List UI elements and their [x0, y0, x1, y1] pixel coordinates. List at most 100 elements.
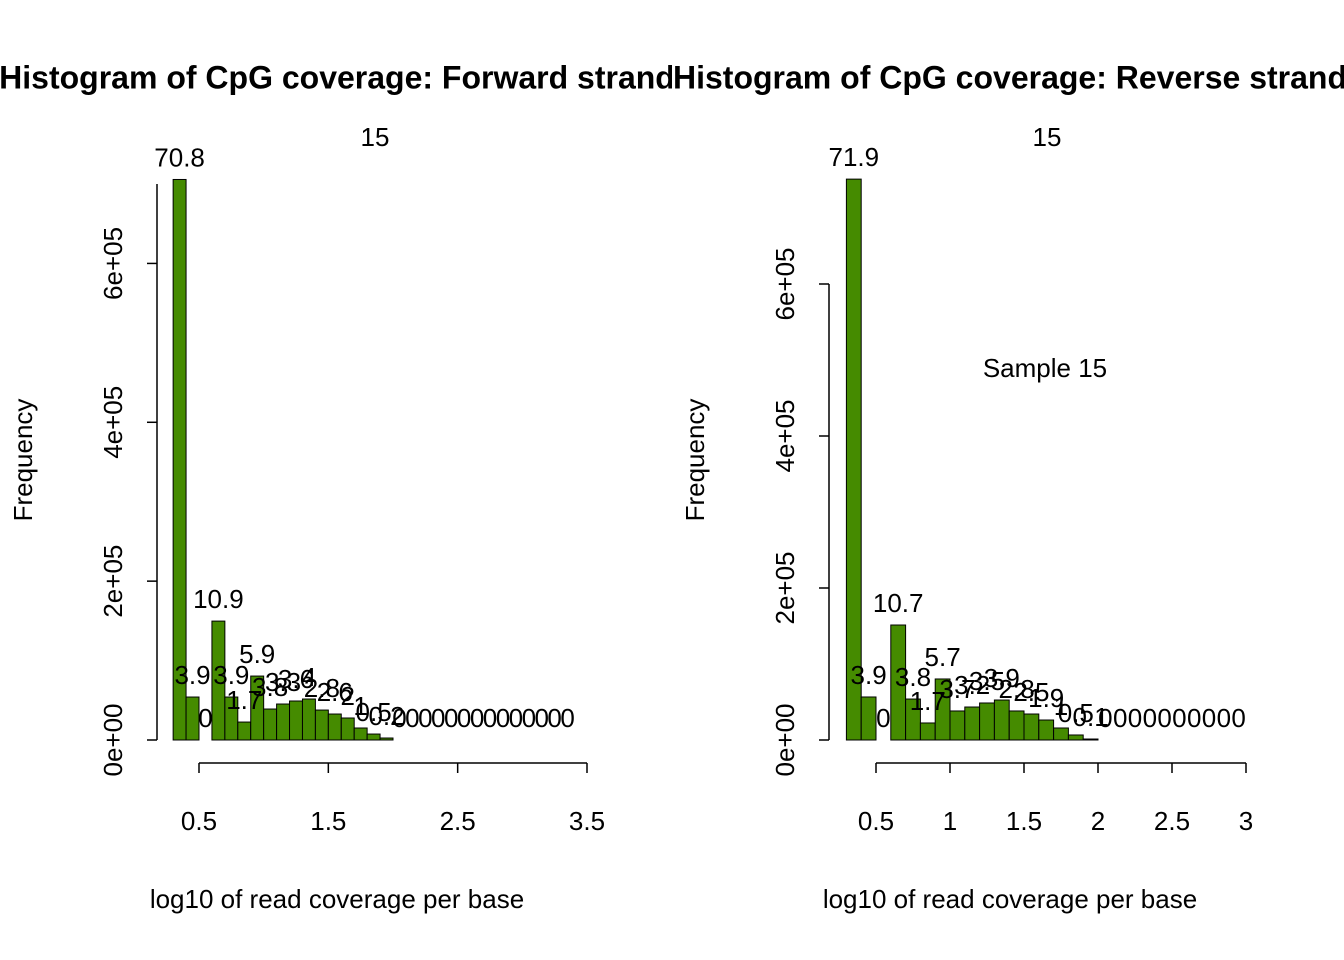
y-tick-label: 0e+00: [98, 703, 128, 776]
bar: [890, 624, 907, 741]
bar-label: 0.1: [1073, 702, 1109, 732]
bar-label: 3.9: [984, 663, 1020, 693]
subtitle: 15: [1033, 122, 1062, 152]
bar-label: 0: [483, 703, 497, 733]
bar-label: 0: [392, 703, 406, 733]
x-tick-label: 0.5: [858, 806, 894, 836]
bar-label: 5.7: [925, 642, 961, 672]
bar: [860, 696, 877, 741]
bar-label: 2.6: [317, 677, 353, 707]
bar-label: 2.5: [1013, 677, 1049, 707]
bar: [1038, 719, 1055, 741]
bar-label: 0: [1128, 703, 1142, 733]
panel: Histogram of CpG coverage: Forward stran…: [0, 59, 675, 913]
bar: [263, 708, 278, 741]
bar-label: 3.9: [174, 660, 210, 690]
annotation: Sample 15: [983, 353, 1107, 383]
bar: [366, 733, 381, 741]
x-tick-label: 1: [943, 806, 957, 836]
bar-label: 3.9: [213, 660, 249, 690]
bar-label: 70.8: [154, 142, 205, 172]
chart-title: Histogram of CpG coverage: Forward stran…: [0, 59, 675, 95]
bar: [934, 678, 951, 741]
y-tick-label: 0e+00: [770, 703, 800, 776]
bar: [301, 698, 316, 741]
bar-label: 0: [1217, 703, 1231, 733]
bar-label: 0: [1098, 703, 1112, 733]
y-tick-label: 2e+05: [98, 545, 128, 618]
bar-label: 2.8: [999, 674, 1035, 704]
bar-label: 0.5: [356, 697, 392, 727]
x-tick-label: 1.5: [1006, 806, 1042, 836]
bar: [1067, 734, 1084, 741]
bar: [327, 713, 342, 741]
bar: [1008, 710, 1025, 741]
bar-label: 0: [509, 703, 523, 733]
bar-label: 0: [534, 703, 548, 733]
y-tick-label: 2e+05: [770, 551, 800, 624]
bar-label: 0: [496, 703, 510, 733]
bar-label: 3.9: [851, 660, 887, 690]
y-tick-label: 6e+05: [770, 247, 800, 320]
x-tick-label: 0.5: [181, 806, 217, 836]
y-axis-label: Frequency: [8, 399, 38, 522]
bar: [1082, 738, 1099, 741]
y-tick-label: 4e+05: [770, 399, 800, 472]
bar: [979, 702, 995, 741]
subtitle: 15: [361, 122, 390, 152]
bar-label: 71.9: [828, 142, 879, 172]
x-tick-label: 3.5: [569, 806, 605, 836]
panel: Histogram of CpG coverage: Reverse stran…: [673, 59, 1344, 913]
bar-label: 1.9: [1028, 683, 1064, 713]
x-axis-label: log10 of read coverage per base: [823, 884, 1197, 914]
bar-label: 1: [1054, 691, 1068, 721]
y-axis-label: Frequency: [680, 399, 710, 522]
bar: [1023, 713, 1040, 741]
bar-label: 0.5: [1058, 698, 1094, 728]
y-tick-label: 6e+05: [98, 227, 128, 300]
bar: [340, 717, 355, 741]
bar-label: 0: [1113, 703, 1127, 733]
bar-label: 0: [470, 703, 484, 733]
bar: [964, 706, 981, 741]
bar: [224, 696, 239, 741]
bar-label: 1: [353, 691, 367, 721]
bar: [993, 699, 1010, 741]
bar-label: 3.5: [969, 666, 1005, 696]
bar-label: 0: [405, 703, 419, 733]
bar: [949, 710, 966, 741]
bar: [289, 700, 303, 741]
bar-label: 0: [1187, 703, 1201, 733]
bar-label: 5.9: [239, 639, 275, 669]
bar-label: 2.8: [304, 673, 340, 703]
bar: [905, 698, 921, 741]
x-tick-label: 3: [1239, 806, 1253, 836]
bar-label: 0: [876, 703, 890, 733]
x-tick-label: 2: [1091, 806, 1105, 836]
bar: [845, 178, 862, 741]
bar: [237, 721, 252, 741]
bar: [211, 620, 226, 741]
bar-label: 2: [340, 681, 354, 711]
x-tick-label: 2.5: [1154, 806, 1190, 836]
bar-label: 0: [1157, 703, 1171, 733]
bar: [1053, 727, 1069, 741]
chart-title: Histogram of CpG coverage: Reverse stran…: [673, 59, 1344, 95]
bar-label: 0: [1172, 703, 1186, 733]
bar: [276, 703, 291, 741]
bar-label: 4: [302, 662, 316, 692]
bar-label: 0: [418, 703, 432, 733]
bar-label: 1.7: [910, 686, 946, 716]
bar: [919, 722, 936, 741]
bar: [172, 178, 187, 741]
bar: [250, 675, 265, 741]
bar-label: 0: [522, 703, 536, 733]
bar-label: 0: [431, 703, 445, 733]
y-tick-label: 4e+05: [98, 386, 128, 459]
bar-label: 0: [457, 703, 471, 733]
bar-label: 0: [1202, 703, 1216, 733]
bar: [314, 709, 329, 741]
bar: [353, 727, 368, 741]
